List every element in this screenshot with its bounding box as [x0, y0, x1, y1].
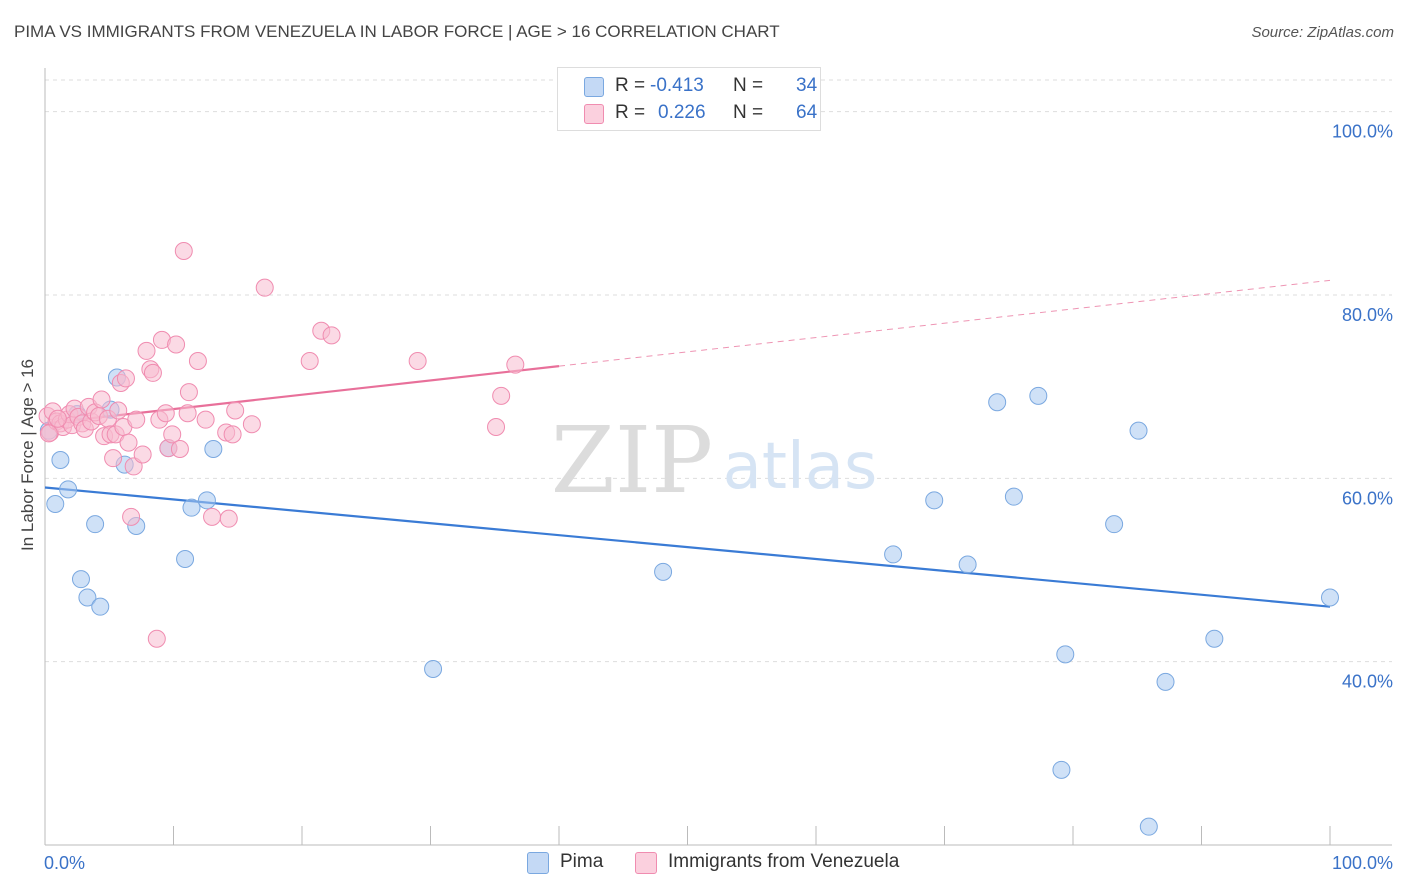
point-venezuela	[133, 445, 152, 464]
y-axis-label: In Labor Force | Age > 16	[18, 358, 37, 552]
legend-n-value-pima: 34	[796, 75, 818, 96]
y-tick-label: 100.0%	[1332, 122, 1393, 142]
watermark-zip: ZIP	[551, 407, 713, 514]
point-venezuela	[219, 509, 238, 528]
point-venezuela	[242, 415, 261, 434]
chart-title: PIMA VS IMMIGRANTS FROM VENEZUELA IN LAB…	[14, 22, 780, 41]
point-venezuela	[170, 440, 189, 458]
tick-labels: 40.0% 60.0% 80.0% 100.0% 0.0% 100.0%	[44, 122, 1393, 873]
point-venezuela	[174, 242, 193, 260]
point-pima	[1056, 645, 1075, 664]
point-venezuela	[109, 401, 128, 420]
point-venezuela	[300, 352, 319, 370]
point-pima	[78, 588, 97, 607]
point-venezuela	[137, 341, 156, 360]
point-pima	[197, 491, 216, 510]
point-pima	[91, 597, 110, 616]
point-pima	[958, 555, 977, 574]
point-venezuela	[196, 410, 215, 429]
point-venezuela	[147, 629, 166, 648]
point-pima	[182, 498, 201, 517]
point-venezuela	[203, 507, 222, 526]
point-venezuela	[124, 457, 143, 476]
point-pima	[59, 480, 78, 499]
watermark-atlas: atlas	[723, 430, 878, 504]
point-venezuela	[48, 409, 67, 428]
legend-r-label: R =	[615, 102, 646, 123]
point-venezuela	[223, 425, 242, 444]
legend-r-label: R =	[615, 75, 646, 96]
point-venezuela	[178, 404, 197, 423]
point-venezuela	[255, 278, 274, 297]
y-tick-label: 80.0%	[1342, 305, 1393, 325]
legend-r-value-pima: -0.413	[650, 75, 704, 96]
point-venezuela	[156, 404, 175, 423]
point-venezuela	[104, 449, 123, 468]
legend-n-value-venezuela: 64	[796, 102, 818, 123]
gridlines	[45, 79, 1392, 663]
point-venezuela	[492, 386, 511, 405]
point-pima	[925, 491, 944, 510]
point-venezuela	[179, 383, 198, 402]
bottom-legend-label-pima: Pima	[560, 851, 604, 872]
point-venezuela	[506, 355, 525, 374]
legend-n-label: N =	[733, 75, 764, 96]
data-points	[38, 242, 1339, 836]
point-pima	[1004, 487, 1023, 506]
point-venezuela	[408, 352, 427, 370]
legend-swatch-pima	[584, 77, 604, 97]
point-pima	[46, 495, 65, 513]
point-venezuela	[226, 401, 245, 420]
trendline-pima	[44, 486, 1331, 608]
point-venezuela	[92, 390, 111, 409]
point-pima	[71, 570, 90, 589]
point-venezuela	[39, 424, 58, 443]
bottom-legend-swatch-venezuela	[635, 852, 657, 874]
point-pima	[424, 660, 443, 678]
point-pima	[1105, 515, 1124, 534]
chart-source: Source: ZipAtlas.com	[1251, 24, 1394, 41]
point-venezuela	[163, 425, 182, 444]
bottom-legend-swatch-pima	[527, 852, 549, 874]
point-pima	[176, 550, 195, 568]
legend: R = -0.413 N = 34 R = 0.226 N = 64	[557, 67, 821, 131]
trendline-venezuela-extension	[558, 279, 1331, 367]
point-pima	[204, 440, 223, 458]
point-pima	[654, 562, 673, 581]
point-pima	[1139, 817, 1158, 836]
watermark: ZIP atlas	[551, 407, 877, 514]
x-tick-label-max: 100.0%	[1332, 853, 1393, 873]
point-venezuela	[119, 433, 138, 452]
point-pima	[1205, 629, 1224, 648]
point-pima	[1156, 672, 1175, 691]
x-tick-label-min: 0.0%	[44, 853, 85, 873]
point-venezuela	[188, 352, 207, 370]
point-venezuela	[322, 326, 341, 345]
point-pima	[51, 451, 70, 469]
y-tick-label: 60.0%	[1342, 488, 1393, 508]
point-pima	[988, 393, 1007, 412]
point-pima	[86, 515, 105, 534]
point-pima	[1129, 421, 1148, 440]
point-venezuela	[116, 369, 135, 388]
point-pima	[1052, 760, 1071, 779]
y-tick-label: 40.0%	[1342, 672, 1393, 692]
point-venezuela	[167, 335, 186, 354]
axes	[44, 68, 1392, 846]
point-venezuela	[487, 418, 506, 436]
point-pima	[884, 545, 903, 564]
bottom-legend-label-venezuela: Immigrants from Venezuela	[668, 851, 900, 872]
point-venezuela	[127, 410, 146, 429]
point-venezuela	[143, 363, 162, 382]
point-venezuela	[122, 507, 141, 526]
legend-swatch-venezuela	[584, 104, 604, 124]
legend-r-value-venezuela: 0.226	[658, 102, 706, 123]
legend-n-label: N =	[733, 102, 764, 123]
point-pima	[1321, 588, 1339, 607]
point-pima	[1029, 386, 1048, 405]
